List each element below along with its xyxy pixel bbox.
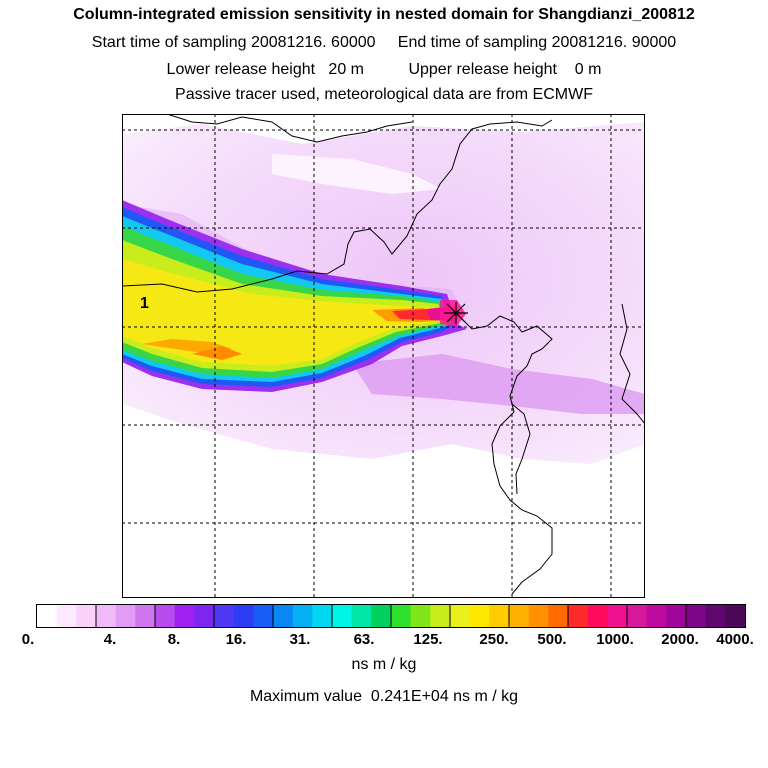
colorbar-swatch <box>587 605 608 627</box>
colorbar-swatch <box>351 605 372 627</box>
colorbar-swatch <box>430 605 451 627</box>
colorbar-tick-label: 63. <box>353 631 375 648</box>
colorbar-swatch <box>705 605 726 627</box>
colorbar-swatch <box>666 605 687 627</box>
colorbar-swatch <box>214 605 235 627</box>
white-patch <box>122 454 452 598</box>
colorbar-swatch <box>135 605 156 627</box>
release-height-line: Lower release height 20 m Upper release … <box>166 61 602 78</box>
colorbar-swatch <box>371 605 392 627</box>
colorbar-swatch <box>155 605 176 627</box>
colorbar-swatch <box>253 605 274 627</box>
lat-lon-grid <box>122 114 645 598</box>
colorbar-tick-label: 4000. <box>716 631 754 648</box>
colorbar-tick-label: 8. <box>167 631 181 648</box>
colorbar-swatch <box>528 605 549 627</box>
colorbar-swatch <box>312 605 333 627</box>
colorbar-swatch <box>273 605 294 627</box>
colorbar-swatch <box>56 605 77 627</box>
colorbar-swatch <box>410 605 431 627</box>
colorbar-swatch <box>115 605 136 627</box>
tracer-info-line: Passive tracer used, meteorological data… <box>175 86 593 103</box>
map-frame <box>122 114 645 598</box>
maximum-value-text: Maximum value 0.241E+04 ns m / kg <box>249 688 519 705</box>
colorbar-swatch <box>725 605 746 627</box>
colorbar-tick-label: 500. <box>537 631 567 648</box>
colorbar-swatch <box>686 605 707 627</box>
colorbar-tick-label: 31. <box>289 631 311 648</box>
plume-orange <box>192 346 242 360</box>
colorbar <box>36 604 746 628</box>
colorbar-swatch <box>646 605 667 627</box>
colorbar-swatch <box>568 605 589 627</box>
colorbar-tick-label: 16. <box>225 631 247 648</box>
plume-yellow <box>122 259 446 366</box>
mid-sensitivity-band <box>352 354 645 414</box>
colorbar-swatch <box>607 605 628 627</box>
colorbar-tick-label: 1000. <box>596 631 634 648</box>
x-marker-icon <box>444 302 468 324</box>
colorbar-swatch <box>489 605 510 627</box>
colorbar-tick-label: 125. <box>413 631 443 648</box>
colorbar-swatch <box>292 605 313 627</box>
colorbar-swatch <box>469 605 490 627</box>
colorbar-swatch <box>174 605 195 627</box>
colorbar-swatch <box>37 605 58 627</box>
colorbar-swatch <box>627 605 648 627</box>
colorbar-swatch <box>194 605 215 627</box>
colorbar-frame <box>36 604 746 628</box>
colorbar-swatch <box>548 605 569 627</box>
sampling-time-line: Start time of sampling 20081216. 60000 E… <box>91 34 677 51</box>
colorbar-tick-label: 250. <box>479 631 509 648</box>
colorbar-swatch <box>509 605 530 627</box>
colorbar-swatch <box>233 605 254 627</box>
colorbar-swatch <box>391 605 412 627</box>
site-label: 1 <box>140 295 149 312</box>
colorbar-swatch <box>332 605 353 627</box>
colorbar-swatch <box>76 605 97 627</box>
chart-title: Column-integrated emission sensitivity i… <box>73 6 695 23</box>
colorbar-units: ns m / kg <box>351 656 417 673</box>
colorbar-tick-label: 0. <box>21 631 35 648</box>
colorbar-tick-label: 2000. <box>661 631 699 648</box>
colorbar-swatch <box>450 605 471 627</box>
colorbar-swatch <box>96 605 117 627</box>
colorbar-tick-label: 4. <box>103 631 117 648</box>
emission-sensitivity-map: 1 <box>122 114 645 598</box>
